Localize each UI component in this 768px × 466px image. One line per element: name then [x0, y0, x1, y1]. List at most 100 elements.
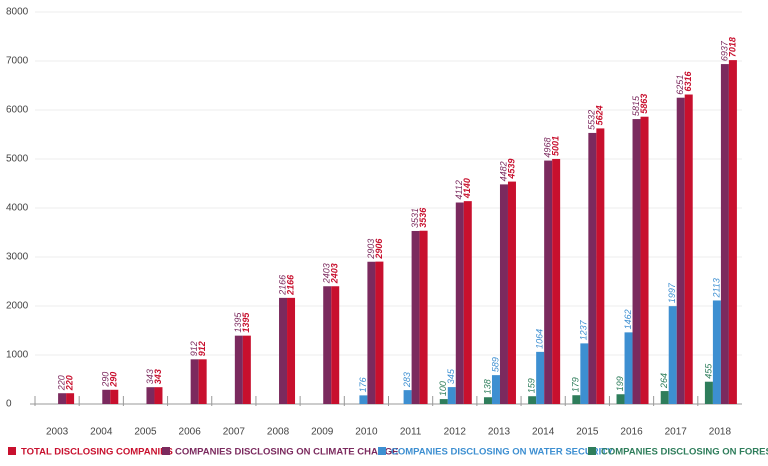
- value-label: 4140: [462, 178, 472, 199]
- value-label: 2403: [322, 263, 332, 284]
- value-label: 220: [64, 375, 74, 391]
- value-label: 6316: [683, 70, 693, 91]
- bar: [499, 184, 508, 404]
- value-label: 589: [490, 357, 500, 372]
- value-label: 4539: [506, 159, 516, 180]
- bar: [544, 160, 553, 404]
- x-tick-label: 2003: [46, 427, 69, 438]
- value-label: 912: [189, 341, 199, 356]
- y-tick-label: 6000: [6, 105, 29, 116]
- bar: [190, 359, 199, 404]
- value-label: 5863: [639, 94, 649, 114]
- value-label: 179: [571, 377, 581, 392]
- value-label: 4968: [543, 138, 553, 158]
- legend-swatch: [588, 447, 596, 455]
- bar: [419, 230, 428, 404]
- value-label: 2403: [330, 263, 340, 284]
- value-label: 1064: [535, 329, 545, 349]
- legend-swatch: [162, 447, 170, 455]
- x-tick-label: 2018: [709, 427, 732, 438]
- value-label: 176: [358, 377, 368, 392]
- bar: [447, 387, 456, 404]
- value-label: 264: [659, 373, 669, 389]
- bar: [102, 389, 111, 404]
- value-label: 2113: [711, 278, 721, 298]
- bar: [234, 335, 243, 404]
- value-label: 5624: [595, 105, 605, 125]
- value-label: 2906: [374, 238, 384, 260]
- bar: [491, 375, 500, 404]
- bar: [483, 397, 492, 404]
- value-label: 1395: [241, 312, 251, 333]
- value-label: 6251: [675, 75, 685, 95]
- value-label: 220: [56, 375, 66, 391]
- value-label: 5815: [631, 95, 641, 116]
- value-label: 343: [153, 369, 163, 384]
- value-label: 2166: [277, 275, 287, 296]
- bar: [712, 300, 721, 404]
- bar: [552, 158, 561, 404]
- y-tick-label: 2000: [6, 301, 29, 312]
- value-label: 912: [197, 341, 207, 356]
- y-tick-label: 4000: [6, 203, 29, 214]
- bar: [359, 395, 368, 404]
- bar: [624, 332, 633, 404]
- x-tick-label: 2008: [267, 427, 290, 438]
- bar: [455, 202, 464, 404]
- bar: [668, 306, 677, 404]
- x-tick-label: 2011: [400, 427, 422, 438]
- bar: [110, 389, 119, 404]
- bar: [463, 201, 472, 404]
- value-label: 1237: [579, 319, 589, 340]
- x-tick-label: 2015: [576, 427, 599, 438]
- y-tick-label: 5000: [6, 154, 29, 165]
- x-tick-label: 2014: [532, 427, 555, 438]
- bar: [580, 343, 589, 404]
- bar: [616, 394, 625, 404]
- bar: [660, 391, 669, 404]
- bar: [146, 387, 155, 404]
- x-tick-label: 2017: [665, 427, 688, 438]
- bar: [154, 387, 163, 404]
- value-label: 138: [482, 379, 492, 394]
- value-label: 3536: [418, 207, 428, 228]
- y-tick-label: 0: [6, 399, 12, 410]
- legend-label: COMPANIES DISCLOSING ON WATER SECURITY: [391, 447, 614, 458]
- y-tick-label: 7000: [6, 56, 29, 67]
- value-label: 1395: [233, 312, 243, 333]
- value-label: 1462: [623, 309, 633, 329]
- legend-label: COMPANIES DISCLOSING ON CLIMATE CHANGE: [175, 447, 398, 458]
- bar: [528, 396, 537, 404]
- x-tick-label: 2013: [488, 427, 511, 438]
- bar: [632, 119, 641, 404]
- bar: [439, 399, 448, 404]
- bar: [596, 128, 605, 404]
- bar: [728, 60, 737, 404]
- value-label: 199: [615, 376, 625, 391]
- legend-swatch: [8, 447, 16, 455]
- bar: [279, 297, 288, 404]
- bar: [684, 94, 693, 405]
- value-label: 4112: [454, 180, 464, 199]
- value-label: 159: [527, 378, 537, 393]
- legend-swatch: [378, 447, 386, 455]
- x-tick-label: 2010: [355, 427, 378, 438]
- bar: [720, 64, 729, 404]
- bar: [242, 335, 251, 404]
- bar: [536, 351, 545, 404]
- value-label: 2166: [285, 274, 295, 296]
- value-label: 283: [402, 372, 412, 388]
- y-tick-label: 3000: [6, 252, 29, 263]
- y-tick-label: 1000: [6, 350, 29, 361]
- x-tick-label: 2006: [179, 427, 202, 438]
- y-tick-label: 8000: [6, 7, 29, 18]
- x-tick-label: 2012: [444, 427, 467, 438]
- x-tick-label: 2016: [620, 427, 643, 438]
- bar: [375, 261, 384, 404]
- bar: [640, 116, 649, 404]
- value-label: 5532: [587, 110, 597, 130]
- bar: [411, 230, 420, 404]
- bar: [676, 97, 685, 405]
- bar: [66, 393, 75, 404]
